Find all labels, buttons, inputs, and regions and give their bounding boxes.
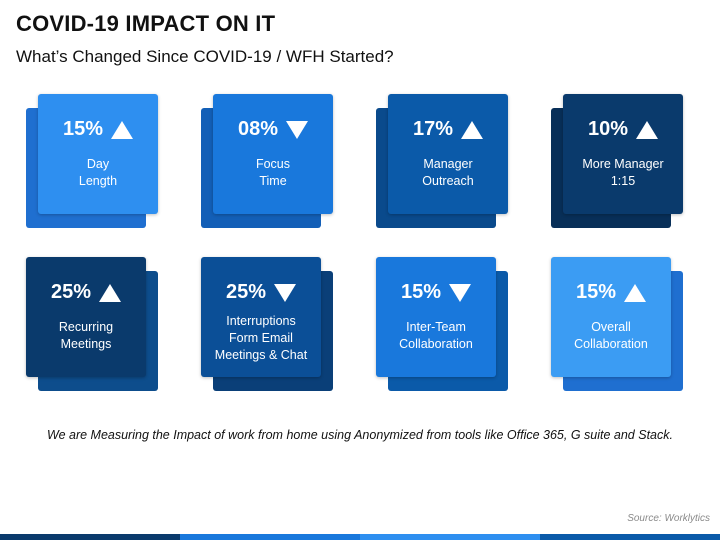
percent-value: 15% [62,118,104,140]
bottom-bar-segment [540,534,720,540]
bottom-bar-segment [360,534,540,540]
arrow-down-icon [286,120,309,139]
card-face: 08% Focus Time [213,94,333,214]
card-label: Interruptions Form Email Meetings & Chat [214,314,308,362]
percent-row: 15% [38,118,158,141]
stat-card: 15% Day Length [26,94,158,234]
percent-value: 17% [412,118,454,140]
percent-row: 08% [213,118,333,141]
percent-value: 25% [225,281,267,303]
arrow-up-icon [636,120,659,139]
card-label: Overall Collaboration [574,320,648,351]
percent-value: 10% [587,118,629,140]
arrow-up-icon [624,283,647,302]
bottom-bar-segment [0,534,180,540]
card-face: 25% Interruptions Form Email Meetings & C… [201,257,321,377]
card-face: 25% Recurring Meetings [26,257,146,377]
percent-row: 25% [201,281,321,304]
arrow-down-icon [449,283,472,302]
stat-card: 25% Interruptions Form Email Meetings & C… [201,257,333,397]
stat-card: 10% More Manager 1:15 [551,94,683,234]
card-face: 10% More Manager 1:15 [563,94,683,214]
arrow-up-icon [99,283,122,302]
card-face: 17% Manager Outreach [388,94,508,214]
percent-row: 25% [26,281,146,304]
percent-row: 15% [376,281,496,304]
stat-card: 25% Recurring Meetings [26,257,158,397]
card-label: Focus Time [255,157,291,188]
bottom-color-bar [0,534,720,540]
card-label: Recurring Meetings [58,320,114,351]
page-title: COVID-19 IMPACT ON IT [16,11,276,36]
percent-value: 08% [237,118,279,140]
stat-card: 15% Overall Collaboration [551,257,683,397]
card-label: Inter-Team Collaboration [399,320,473,351]
arrow-up-icon [111,120,134,139]
stat-card: 08% Focus Time [201,94,333,234]
arrow-up-icon [461,120,484,139]
percent-value: 15% [575,281,617,303]
percent-row: 17% [388,118,508,141]
card-face: 15% Overall Collaboration [551,257,671,377]
percent-value: 15% [400,281,442,303]
percent-value: 25% [50,281,92,303]
page-subtitle: What’s Changed Since COVID-19 / WFH Star… [16,47,394,66]
source-caption: Source: Worklytics [627,513,710,524]
stat-card: 17% Manager Outreach [376,94,508,234]
percent-row: 10% [563,118,683,141]
card-face: 15% Inter-Team Collaboration [376,257,496,377]
stat-card: 15% Inter-Team Collaboration [376,257,508,397]
card-label: More Manager 1:15 [582,157,664,188]
card-label: Day Length [78,157,118,188]
arrow-down-icon [274,283,297,302]
card-label: Manager Outreach [422,157,474,188]
footnote: We are Measuring the Impact of work from… [47,428,673,442]
percent-row: 15% [551,281,671,304]
card-face: 15% Day Length [38,94,158,214]
bottom-bar-segment [180,534,360,540]
